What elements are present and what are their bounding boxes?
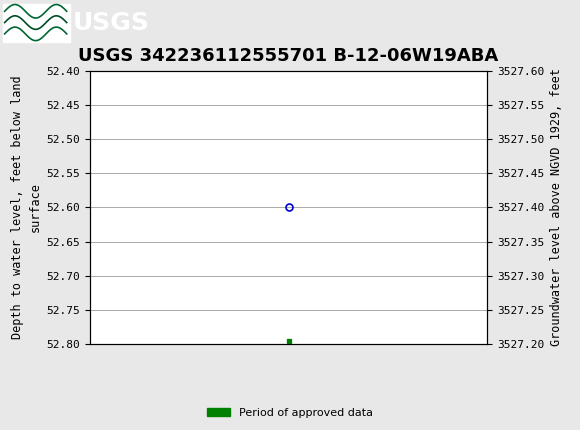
Legend: Period of approved data: Period of approved data xyxy=(203,403,377,422)
Y-axis label: Depth to water level, feet below land
surface: Depth to water level, feet below land su… xyxy=(11,76,42,339)
Y-axis label: Groundwater level above NGVD 1929, feet: Groundwater level above NGVD 1929, feet xyxy=(550,68,563,347)
Text: USGS: USGS xyxy=(72,11,150,34)
Title: USGS 342236112555701 B-12-06W19ABA: USGS 342236112555701 B-12-06W19ABA xyxy=(78,47,499,65)
Bar xyxy=(3,3,70,42)
